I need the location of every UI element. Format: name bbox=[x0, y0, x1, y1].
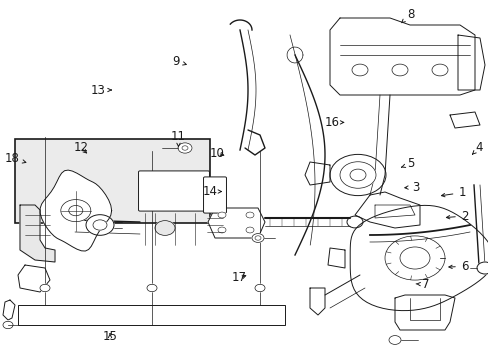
Circle shape bbox=[399, 247, 429, 269]
Text: 8: 8 bbox=[401, 8, 414, 23]
Text: 4: 4 bbox=[471, 141, 482, 154]
Circle shape bbox=[388, 336, 400, 345]
Circle shape bbox=[251, 234, 264, 242]
Polygon shape bbox=[3, 300, 15, 320]
Polygon shape bbox=[354, 192, 419, 228]
Circle shape bbox=[245, 227, 253, 233]
Text: 2: 2 bbox=[446, 210, 468, 222]
Text: 5: 5 bbox=[401, 157, 414, 170]
Circle shape bbox=[86, 215, 114, 235]
Text: 9: 9 bbox=[172, 55, 186, 68]
Text: 13: 13 bbox=[90, 84, 111, 96]
Text: 14: 14 bbox=[203, 185, 221, 198]
Polygon shape bbox=[457, 35, 484, 90]
Text: 6: 6 bbox=[448, 260, 468, 273]
Circle shape bbox=[155, 221, 175, 235]
Circle shape bbox=[93, 220, 107, 230]
Circle shape bbox=[391, 64, 407, 76]
Text: 17: 17 bbox=[232, 271, 246, 284]
Circle shape bbox=[351, 64, 367, 76]
Polygon shape bbox=[18, 265, 50, 292]
Circle shape bbox=[346, 216, 362, 228]
Text: 11: 11 bbox=[171, 130, 185, 147]
Circle shape bbox=[218, 212, 225, 218]
Text: 7: 7 bbox=[415, 278, 428, 291]
Polygon shape bbox=[329, 18, 474, 95]
Text: 16: 16 bbox=[325, 116, 343, 129]
Polygon shape bbox=[349, 205, 488, 311]
Polygon shape bbox=[394, 295, 454, 330]
FancyBboxPatch shape bbox=[203, 177, 226, 213]
Circle shape bbox=[178, 143, 192, 153]
Polygon shape bbox=[309, 288, 325, 315]
Polygon shape bbox=[207, 208, 264, 238]
Text: 18: 18 bbox=[5, 152, 26, 165]
Circle shape bbox=[245, 212, 253, 218]
Circle shape bbox=[384, 236, 444, 280]
Circle shape bbox=[3, 321, 13, 329]
Circle shape bbox=[218, 227, 225, 233]
Circle shape bbox=[182, 146, 187, 150]
Polygon shape bbox=[374, 205, 414, 218]
Circle shape bbox=[349, 169, 365, 181]
Polygon shape bbox=[305, 162, 329, 185]
Text: 1: 1 bbox=[441, 186, 465, 199]
Polygon shape bbox=[40, 170, 111, 251]
Circle shape bbox=[254, 236, 261, 240]
Polygon shape bbox=[449, 112, 479, 128]
Bar bbox=[15, 139, 210, 223]
Circle shape bbox=[339, 162, 375, 188]
Circle shape bbox=[61, 199, 91, 222]
Circle shape bbox=[147, 284, 157, 292]
FancyBboxPatch shape bbox=[138, 171, 209, 211]
Circle shape bbox=[40, 284, 50, 292]
Circle shape bbox=[69, 206, 82, 216]
Bar bbox=[18, 305, 285, 325]
Polygon shape bbox=[20, 205, 55, 262]
Text: 12: 12 bbox=[73, 141, 88, 154]
Text: 15: 15 bbox=[102, 330, 117, 343]
Text: 3: 3 bbox=[404, 181, 419, 194]
Circle shape bbox=[329, 154, 385, 195]
Text: 10: 10 bbox=[210, 147, 224, 159]
Ellipse shape bbox=[476, 262, 488, 274]
Circle shape bbox=[254, 284, 264, 292]
Circle shape bbox=[431, 64, 447, 76]
Polygon shape bbox=[327, 248, 345, 268]
